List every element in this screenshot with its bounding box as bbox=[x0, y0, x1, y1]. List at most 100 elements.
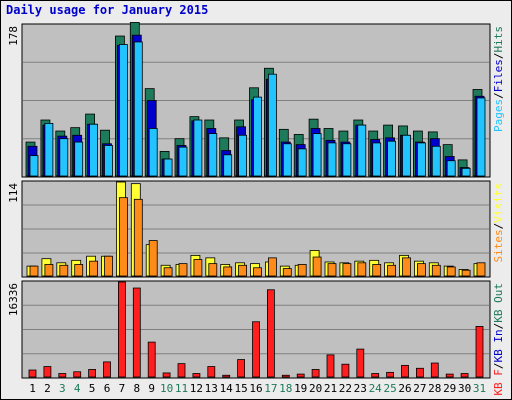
x-tick-label: 21 bbox=[324, 382, 337, 395]
kb-f-bar bbox=[430, 362, 439, 378]
kb-f-bar bbox=[281, 374, 290, 378]
pages-bar bbox=[312, 133, 322, 177]
legend-entry: / bbox=[492, 92, 505, 99]
legend-entry: Hits bbox=[492, 26, 505, 53]
x-tick-label: 14 bbox=[220, 382, 234, 395]
sites-bar bbox=[402, 257, 411, 277]
pages-bar bbox=[223, 154, 233, 177]
pages-bar bbox=[29, 155, 39, 177]
pages-bar bbox=[431, 145, 441, 177]
x-tick-label: 18 bbox=[279, 382, 292, 395]
pages-bar bbox=[163, 158, 173, 177]
x-tick-label: 8 bbox=[133, 382, 140, 395]
x-tick-label: 6 bbox=[104, 382, 111, 395]
kb-f-bar bbox=[252, 321, 260, 378]
pages-bar bbox=[282, 143, 292, 177]
sites-bar bbox=[148, 240, 158, 277]
pages-bar bbox=[74, 141, 84, 177]
pages-bar bbox=[104, 145, 113, 177]
sites-bar bbox=[327, 263, 337, 277]
pages-bar bbox=[59, 138, 69, 177]
pages-bar bbox=[44, 123, 54, 177]
x-tick-label: 22 bbox=[339, 382, 352, 395]
sites-bar bbox=[59, 264, 69, 277]
pages-bar bbox=[208, 133, 218, 177]
pages-bar bbox=[267, 73, 277, 177]
legend: KB F/KB In/KB Out bbox=[492, 283, 505, 396]
sites-bar bbox=[178, 263, 188, 277]
legend-entry: KB In bbox=[492, 329, 505, 362]
kb-f-bar bbox=[147, 341, 156, 378]
sites-bar bbox=[446, 266, 456, 277]
pages-bar bbox=[446, 160, 456, 177]
kb-f-bar bbox=[177, 363, 186, 378]
sites-bar bbox=[133, 198, 143, 277]
kb-f-bar bbox=[43, 366, 52, 378]
x-tick-label: 1 bbox=[29, 382, 36, 395]
sites-bar bbox=[372, 264, 382, 277]
legend-entry: Pages bbox=[492, 99, 505, 132]
chart-title: Daily usage for January 2015 bbox=[6, 3, 209, 17]
pages-bar bbox=[327, 142, 337, 177]
y-max-label: 178 bbox=[7, 26, 20, 46]
kb-f-bar bbox=[103, 361, 111, 378]
sites-bar bbox=[387, 264, 397, 277]
x-tick-label: 4 bbox=[74, 382, 81, 395]
kb-f-bar bbox=[222, 374, 231, 378]
kb-f-bar bbox=[445, 373, 454, 378]
x-tick-label: 23 bbox=[354, 382, 367, 395]
sites-bar bbox=[267, 257, 277, 277]
pages-bar bbox=[357, 124, 367, 177]
kb-f-bar bbox=[326, 354, 335, 378]
kb-f-bar bbox=[162, 372, 171, 378]
kb-f-bar bbox=[73, 371, 82, 378]
sites-bar bbox=[416, 263, 426, 277]
sites-bar bbox=[297, 264, 307, 277]
pages-bar bbox=[193, 119, 203, 177]
pages-bar bbox=[119, 44, 128, 177]
legend-entry: / bbox=[492, 53, 505, 60]
sites-bar bbox=[476, 262, 486, 277]
x-tick-label: 30 bbox=[458, 382, 471, 395]
pages-bar bbox=[253, 96, 262, 177]
sites-bar bbox=[119, 197, 128, 277]
pages-bar bbox=[133, 41, 143, 177]
legend: Pages/Files/Hits bbox=[492, 26, 505, 132]
pages-bar bbox=[402, 134, 411, 177]
sites-bar bbox=[312, 256, 322, 277]
pages-bar bbox=[461, 167, 471, 177]
sites-bar bbox=[461, 269, 471, 277]
x-tick-label: 29 bbox=[443, 382, 456, 395]
x-tick-label: 3 bbox=[59, 382, 66, 395]
legend-entry: / bbox=[492, 323, 505, 330]
pages-bar bbox=[476, 97, 486, 177]
kb-f-bar bbox=[266, 289, 275, 378]
x-tick-label: 20 bbox=[309, 382, 322, 395]
sites-bar bbox=[342, 263, 352, 277]
sites-bar bbox=[104, 255, 113, 277]
y-max-label: 16336 bbox=[7, 283, 20, 316]
pages-bar bbox=[297, 148, 307, 177]
x-tick-label: 19 bbox=[294, 382, 307, 395]
kb-f-bar bbox=[118, 281, 126, 378]
x-tick-label: 24 bbox=[369, 382, 383, 395]
kb-f-bar bbox=[192, 373, 201, 378]
x-tick-label: 13 bbox=[205, 382, 218, 395]
x-tick-label: 27 bbox=[413, 382, 426, 395]
sites-bar bbox=[253, 267, 262, 277]
sites-bar bbox=[44, 264, 54, 277]
x-tick-label: 11 bbox=[175, 382, 188, 395]
sites-bar bbox=[282, 268, 292, 277]
pages-bar bbox=[387, 140, 397, 177]
kb-f-bar bbox=[386, 371, 395, 378]
pages-bar bbox=[416, 142, 426, 177]
x-tick-label: 17 bbox=[264, 382, 277, 395]
kb-f-bar bbox=[460, 373, 469, 378]
pages-bar bbox=[178, 146, 188, 177]
kb-f-bar bbox=[341, 363, 350, 378]
sites-bar bbox=[223, 266, 233, 277]
pages-bar bbox=[372, 142, 382, 177]
sites-bar bbox=[238, 264, 248, 277]
x-tick-label: 7 bbox=[119, 382, 126, 395]
x-tick-label: 25 bbox=[383, 382, 396, 395]
